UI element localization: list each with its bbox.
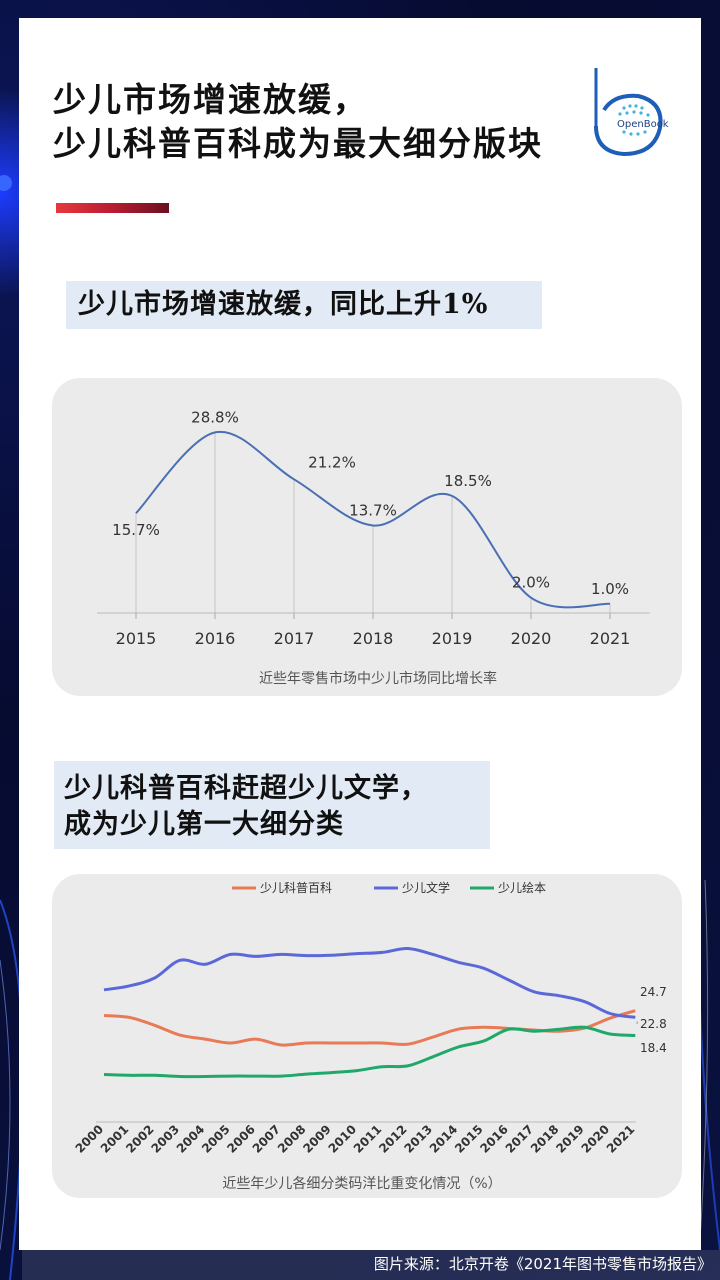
chart2-panel xyxy=(52,874,682,1198)
logo-text: OpenBook xyxy=(617,119,669,130)
source-bar xyxy=(22,1250,720,1280)
accent-bar xyxy=(56,203,169,213)
section1-subtitle: 少儿市场增速放缓，同比上升1% xyxy=(66,281,542,329)
chart1-panel xyxy=(52,378,682,696)
section2-subtitle-line2: 成为少儿第一大细分类 xyxy=(64,809,344,840)
section2-subtitle: 少儿科普百科赶超少儿文学， 成为少儿第一大细分类 xyxy=(54,761,490,849)
page-title-line2: 少儿科普百科成为最大细分版块 xyxy=(53,124,543,163)
page-title: 少儿市场增速放缓， 少儿科普百科成为最大细分版块 xyxy=(53,78,613,166)
openbook-logo: OpenBook xyxy=(594,68,669,157)
page-title-line1: 少儿市场增速放缓， xyxy=(53,80,368,119)
section2-subtitle-line1: 少儿科普百科赶超少儿文学， xyxy=(64,773,428,804)
source-caption: 图片来源：北京开卷《2021年图书零售市场报告》 xyxy=(373,1255,712,1273)
